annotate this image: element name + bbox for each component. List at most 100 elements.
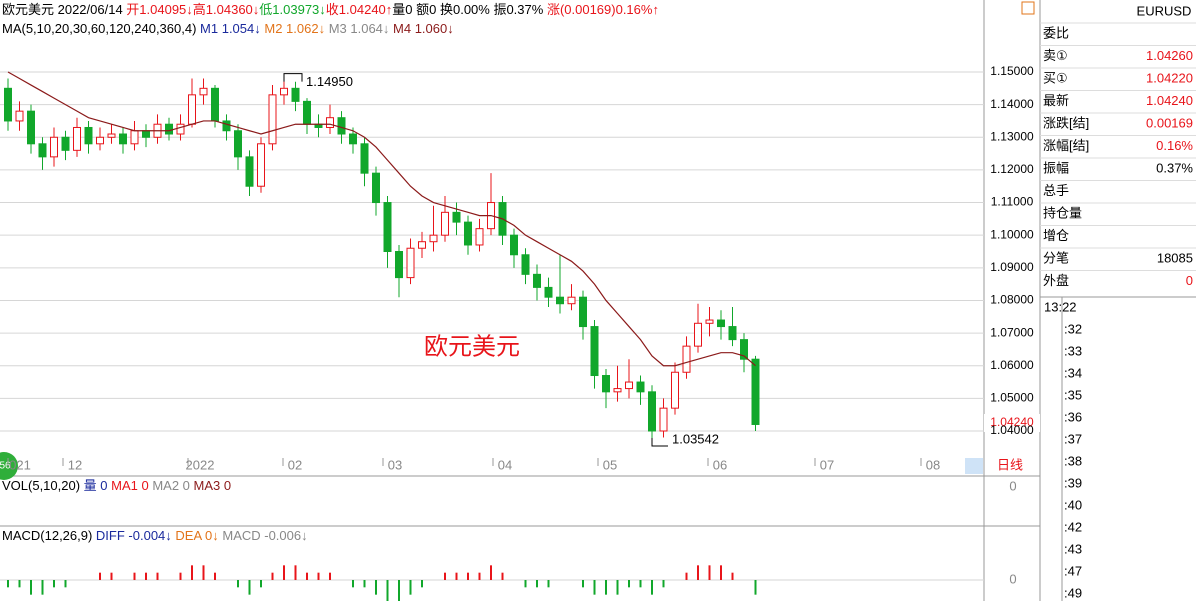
time-label: :32 (1064, 321, 1082, 336)
candle-body (705, 319, 714, 324)
candle-body (222, 120, 231, 132)
candle-body (199, 87, 208, 96)
legend-item: M2 1.062↓ (264, 21, 328, 36)
header-item: 量0 额0 换0.00% 振0.37% (392, 2, 547, 17)
time-label: :36 (1064, 409, 1082, 424)
y-tick-label: 1.06000 (990, 358, 1034, 372)
candle-body (38, 143, 47, 158)
quote-label: 振幅 (1043, 160, 1069, 175)
candle-body (579, 296, 587, 328)
candle-body (326, 117, 334, 128)
legend-item: MA2 0 (152, 478, 193, 493)
candle-body (96, 136, 104, 145)
x-tick-label: 12 (68, 457, 82, 472)
badge[interactable] (0, 452, 18, 480)
badge-text: 56 (0, 461, 11, 472)
quote-value: 1.04260 (1146, 48, 1193, 63)
time-label: :39 (1064, 475, 1082, 490)
candle-body (751, 358, 760, 425)
high-leader (283, 73, 303, 82)
legend-item: MA3 0 (194, 478, 232, 493)
x-tick-label: 04 (498, 457, 512, 472)
legend-item: MACD(12,26,9) (2, 528, 96, 543)
quote-value: 0.16% (1156, 138, 1193, 153)
header-item: 高1.04360↓ (193, 2, 260, 17)
window-icon[interactable] (1021, 1, 1035, 15)
time-label: :47 (1064, 563, 1082, 578)
period-label[interactable]: 日线 (997, 457, 1023, 472)
candle-body (682, 345, 691, 373)
candle-body (15, 110, 24, 122)
candle-body (303, 100, 311, 125)
quote-label: 分笔 (1043, 250, 1069, 265)
candle-body (659, 407, 668, 432)
quote-label: 持仓量 (1043, 205, 1082, 220)
x-tick-label: 2022 (186, 457, 215, 472)
candle-body (602, 375, 610, 393)
candle-body (717, 319, 725, 328)
ma-line (7, 71, 756, 367)
vol-legend: VOL(5,10,20) 量 0 MA1 0 MA2 0 MA3 0 (2, 478, 231, 493)
time-label: :49 (1064, 585, 1082, 600)
y-tick-label: 1.04000 (990, 423, 1034, 437)
candle-body (510, 234, 518, 256)
candle-body (176, 123, 185, 135)
time-label: :37 (1064, 431, 1082, 446)
candle-body (521, 254, 530, 275)
candle-body (280, 87, 288, 96)
x-tick-label: 021 (9, 457, 31, 472)
legend-item: MA1 0 (111, 478, 152, 493)
x-tick-label: 02 (288, 457, 302, 472)
candle-body (613, 388, 622, 393)
candle-body (452, 211, 461, 223)
candle-body (567, 296, 576, 305)
candle-body (464, 221, 472, 246)
legend-item: M1 1.054↓ (200, 21, 264, 36)
watermark: 欧元美元 (424, 333, 520, 360)
header-item: 低1.03973↓ (259, 2, 326, 17)
candle-body (648, 391, 656, 432)
time-label: 13:22 (1044, 299, 1077, 314)
candle-body (119, 133, 127, 145)
candle-body (694, 322, 702, 347)
candle-body (441, 211, 449, 236)
x-tick-label: 06 (713, 457, 727, 472)
x-tick-label: 08 (926, 457, 940, 472)
candle-body (590, 326, 599, 377)
header-item: 开1.04095↓ (126, 2, 193, 17)
candle-body (383, 202, 392, 252)
y-tick-label: 1.11000 (991, 195, 1034, 209)
y-tick-label: 1.05000 (990, 391, 1034, 405)
low-leader (651, 437, 668, 447)
x-tick-label: 05 (603, 457, 617, 472)
legend-item: DIFF -0.004↓ (96, 528, 175, 543)
scroll-box[interactable] (965, 458, 983, 474)
quote-label: 涨跌[结] (1043, 115, 1089, 130)
header-item: 涨(0.00169)0.16%↑ (547, 2, 659, 17)
symbol: EURUSD (1137, 3, 1192, 18)
time-label: :43 (1064, 541, 1082, 556)
header-item: 收1.04240↑ (326, 2, 393, 17)
quote-label: 涨幅[结] (1043, 138, 1089, 153)
legend-item: M3 1.064↓ (329, 21, 393, 36)
candle-body (257, 143, 265, 187)
quote-value: 0.00169 (1146, 115, 1193, 130)
quote-value: 0.37% (1156, 160, 1193, 175)
time-label: :33 (1064, 343, 1082, 358)
candle-body (130, 130, 139, 145)
ma-legend: MA(5,10,20,30,60,120,240,360,4) M1 1.054… (2, 21, 454, 36)
candle-body (27, 110, 35, 145)
x-tick-label: 07 (820, 457, 834, 472)
vol-axis-label: 0 (1009, 478, 1016, 493)
candle-body (188, 94, 196, 125)
legend-item: M4 1.060↓ (393, 21, 454, 36)
last-price-label: 1.04240 (990, 415, 1034, 429)
candle-body (406, 247, 415, 279)
candle-body (61, 136, 70, 151)
header-item: 欧元美元 2022/06/14 (2, 2, 126, 17)
time-label: :40 (1064, 497, 1082, 512)
candle-body (142, 130, 150, 138)
legend-item: 量 0 (84, 478, 111, 493)
low-label: 1.03542 (672, 431, 719, 446)
